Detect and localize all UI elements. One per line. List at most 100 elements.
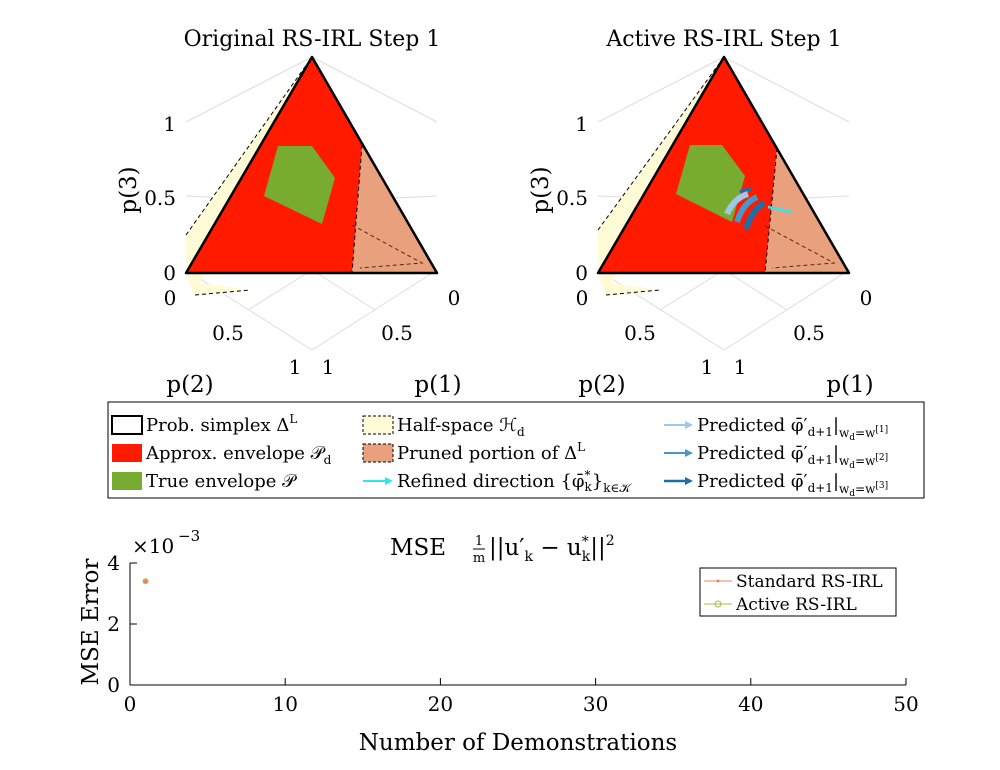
tick-p2: 0.5 [212, 321, 244, 345]
y-tick-label: 4 [107, 551, 120, 575]
pruned-boundary [351, 144, 363, 274]
true-envelope [264, 146, 335, 224]
mse-title: MSE 1 m ||u′k − u* k||2 [390, 533, 615, 566]
half-space-region [186, 275, 250, 295]
mse-legend: Standard RS-IRL Active RS-IRL [699, 567, 897, 617]
pruned-portion [352, 145, 437, 273]
y-exponent-power: −3 [178, 527, 200, 545]
predicted-direction-w1 [724, 191, 749, 216]
axis-label-p2: p(2) [578, 372, 625, 398]
series-point-standard [143, 579, 148, 584]
panel-title: Active RS-IRL Step 1 [605, 27, 841, 52]
legend-label-halfspace: Half-space ℋd [397, 415, 525, 439]
y-axis-label: MSE Error [78, 558, 104, 685]
legend-swatch-pred2 [664, 449, 693, 457]
tick-p3: 0 [575, 261, 588, 285]
y-tick-label: 2 [107, 612, 120, 636]
mse-legend-active: Active RS-IRL [735, 595, 857, 615]
x-tick-label: 30 [583, 692, 608, 716]
legend-label-pred1: Predicted φ̄′d+1|wd=w[1] [697, 415, 888, 443]
tick-p1: 0 [860, 286, 873, 310]
legend-swatch-simplex [111, 415, 143, 435]
predicted-direction-w3 [743, 200, 766, 230]
mse-series-points [142, 578, 149, 585]
shared-legend: Prob. simplex ΔL Approx. envelope 𝒫d Tru… [107, 401, 925, 499]
half-space-region [598, 275, 660, 295]
legend-label-true-envelope: True envelope 𝒫 [146, 471, 297, 492]
ternary-panel-original: Original RS-IRL Step 1 1 0.5 0 p(3) 0 0.… [116, 27, 462, 398]
legend-label-pred3: Predicted φ̄′d+1|wd=w[3] [697, 471, 888, 499]
refined-direction [767, 205, 793, 214]
legend-box [107, 401, 925, 499]
x-tick-label: 10 [272, 692, 297, 716]
true-envelope [676, 145, 745, 222]
legend-label-simplex: Prob. simplex ΔL [146, 412, 297, 436]
y-tick-label: 0 [107, 673, 120, 697]
x-tick-label: 20 [428, 692, 453, 716]
tick-p3: 0 [163, 261, 176, 285]
legend-label-refined: Refined direction {φ̄* k}k∈𝒦 [397, 468, 632, 495]
axis-label-p1: p(1) [414, 372, 461, 398]
mse-y-exponent: ×10 −3 [132, 527, 200, 558]
axis-label-p3: p(3) [528, 166, 554, 213]
tick-p1: 1 [322, 355, 335, 379]
probability-simplex [596, 55, 851, 275]
x-tick-label: 40 [738, 692, 763, 716]
pruned-boundary [764, 225, 836, 269]
predicted-direction-w2 [734, 194, 759, 223]
tick-p1: 0.5 [381, 321, 413, 345]
tick-p2: 1 [289, 355, 302, 379]
legend-label-pruned: Pruned portion of ΔL [397, 440, 585, 464]
panel-title: Original RS-IRL Step 1 [184, 27, 441, 52]
tick-p2: 1 [701, 355, 714, 379]
pruned-portion [765, 148, 849, 273]
axis-label-p1: p(1) [826, 372, 873, 398]
tick-p1: 1 [734, 355, 747, 379]
mse-axes: 0 10 20 30 40 50 0 2 4 [107, 551, 918, 716]
predicted-directions [724, 187, 766, 230]
mse-title-text: MSE [390, 535, 446, 561]
mse-legend-marker-active [714, 600, 722, 608]
axis-label-p2: p(2) [166, 372, 213, 398]
mse-legend-marker-standard [716, 579, 720, 583]
legend-swatch-pruned [362, 443, 394, 463]
tick-p2: 0 [576, 286, 589, 310]
tick-p3: 1 [575, 112, 588, 136]
tick-p1: 0 [448, 286, 461, 310]
half-space-boundary [605, 289, 661, 296]
x-axis-label: Number of Demonstrations [359, 730, 677, 756]
predicted-direction-w3 [739, 187, 753, 194]
mse-title-frac-num: 1 [475, 534, 483, 549]
tick-p1: 0.5 [793, 321, 825, 345]
legend-label-pred2: Predicted φ̄′d+1|wd=w[2] [697, 443, 888, 471]
mse-legend-box [699, 567, 897, 617]
tick-p2: 0.5 [624, 321, 656, 345]
ternary-panel-active: Active RS-IRL Step 1 1 0.5 0 [528, 27, 874, 398]
tick-p3: 0.5 [144, 186, 176, 210]
half-space-boundary [597, 56, 725, 231]
half-space-boundary [194, 289, 251, 296]
mse-title-expr: ||u′k − u* k||2 [489, 533, 615, 565]
legend-swatch-approx [112, 444, 142, 462]
axis-label-p3: p(3) [116, 166, 142, 213]
x-tick-label: 0 [124, 692, 137, 716]
legend-swatch-pred1 [664, 421, 693, 429]
probability-simplex [184, 55, 439, 275]
legend-label-approx: Approx. envelope 𝒫d [145, 443, 332, 467]
mse-title-frac-den: m [473, 551, 485, 566]
tick-p3: 0.5 [556, 186, 588, 210]
y-exponent-base: ×10 [132, 534, 174, 558]
legend-swatch-halfspace [362, 415, 394, 435]
series-point-active [142, 578, 149, 585]
pruned-boundary [351, 224, 424, 269]
legend-swatch-refined [363, 477, 393, 485]
tick-p3: 1 [163, 112, 176, 136]
tick-p2: 0 [164, 286, 177, 310]
legend-swatch-true-envelope [112, 472, 142, 490]
mse-legend-standard: Standard RS-IRL [736, 572, 883, 592]
half-space-boundary [185, 56, 313, 236]
legend-swatch-pred3 [664, 477, 693, 485]
mse-chart: MSE 1 m ||u′k − u* k||2 0 10 20 30 40 50 0 2 4 ×1… [78, 527, 919, 756]
x-tick-label: 50 [893, 692, 918, 716]
